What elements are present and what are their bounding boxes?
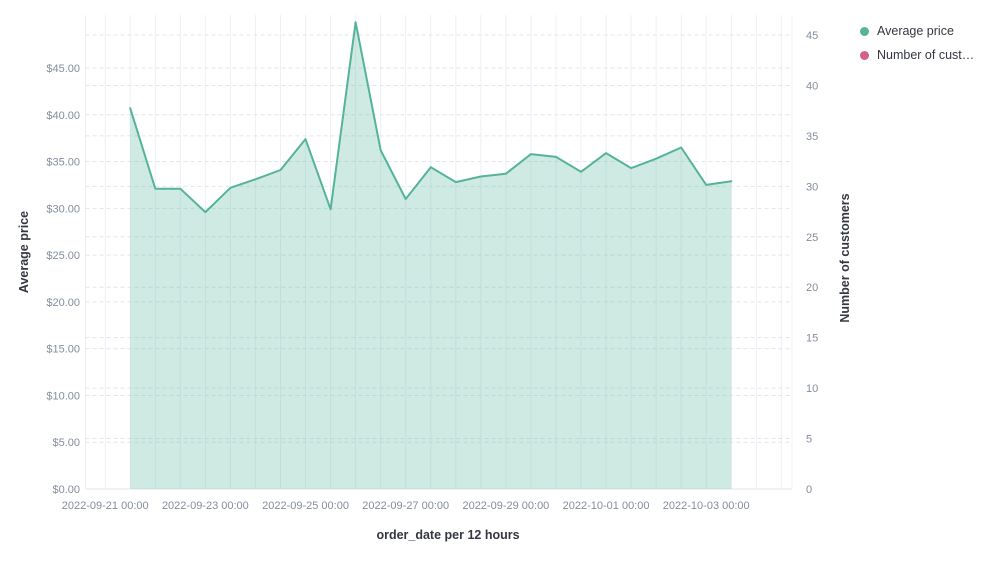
- y-axis-left-title: Average price: [17, 210, 31, 294]
- legend-dot-average-price-icon: [860, 26, 869, 36]
- y-left-tick: $30.00: [46, 203, 80, 215]
- y-axis-right-title: Number of customers: [838, 193, 852, 323]
- y-left-tick: $25.00: [46, 250, 80, 262]
- average-price-line: [129, 21, 733, 214]
- y-left-tick: $5.00: [52, 437, 80, 449]
- x-tick: 2022-10-03 00:00: [663, 500, 750, 512]
- y-left-tick: $40.00: [46, 110, 80, 122]
- y-left-tick: $45.00: [46, 63, 80, 75]
- legend-label: Average price: [877, 24, 954, 38]
- y-right-tick: 30: [806, 181, 818, 193]
- legend-label: Number of cust…: [877, 48, 975, 62]
- y-right-tick: 5: [806, 434, 812, 446]
- axis-tick-labels: $0.00 $5.00 $10.00 $15.00 $20.00 $25.00 $30.00…: [46, 30, 818, 512]
- legend: Average price Number of cust…: [860, 24, 974, 62]
- y-right-tick: 20: [806, 282, 818, 294]
- x-tick: 2022-09-27 00:00: [362, 500, 449, 512]
- y-right-tick: 0: [806, 484, 812, 496]
- y-right-tick: 45: [806, 30, 818, 42]
- legend-item-average-price[interactable]: Average price: [860, 24, 974, 38]
- y-left-tick: $35.00: [46, 157, 80, 169]
- y-left-tick: $15.00: [46, 344, 80, 356]
- x-axis-title: order_date per 12 hours: [376, 528, 520, 542]
- y-right-tick: 10: [806, 383, 818, 395]
- legend-item-number-of-customers[interactable]: Number of cust…: [860, 48, 974, 62]
- x-tick: 2022-09-25 00:00: [262, 500, 349, 512]
- x-tick: 2022-10-01 00:00: [563, 500, 650, 512]
- legend-dot-number-of-customers-icon: [860, 50, 869, 60]
- y-right-tick: 35: [806, 131, 818, 143]
- x-tick: 2022-09-29 00:00: [462, 500, 549, 512]
- y-left-tick: $20.00: [46, 297, 80, 309]
- gridlines: [85, 15, 793, 490]
- y-left-tick: $10.00: [46, 390, 80, 402]
- y-right-tick: 25: [806, 232, 818, 244]
- average-price-area-fill: [130, 22, 732, 489]
- x-tick: 2022-09-21 00:00: [62, 500, 149, 512]
- y-right-tick: 15: [806, 333, 818, 345]
- y-right-tick: 40: [806, 80, 818, 92]
- y-left-tick: $0.00: [52, 484, 80, 496]
- x-tick: 2022-09-23 00:00: [162, 500, 249, 512]
